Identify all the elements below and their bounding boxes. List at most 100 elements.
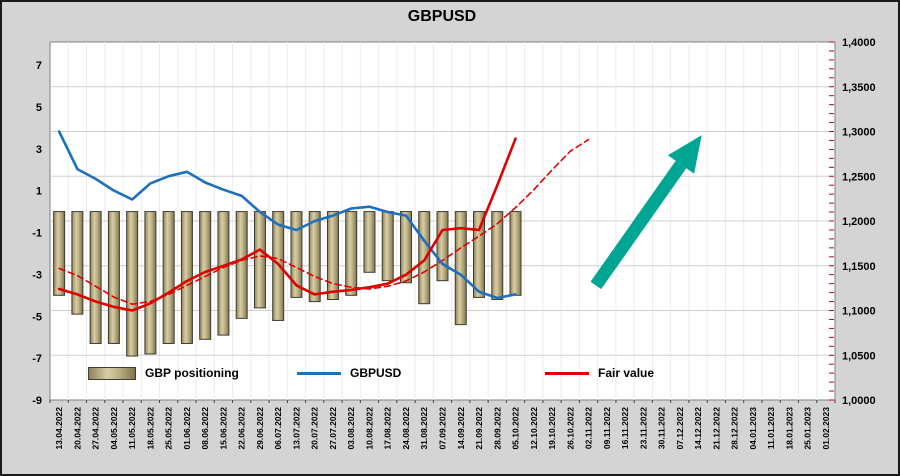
x-axis-label: 04.01.2023 [748, 407, 758, 450]
right-axis-label: 1,2500 [842, 171, 876, 183]
x-axis-label: 29.06.2022 [255, 407, 265, 450]
bar [126, 211, 139, 357]
bar [418, 211, 431, 305]
legend-label: GBP positioning [145, 366, 239, 380]
bar [436, 211, 449, 282]
bar [454, 211, 467, 326]
left-axis-label: -7 [32, 353, 42, 365]
x-axis-label: 27.07.2022 [328, 407, 338, 450]
bar [509, 211, 522, 296]
left-axis-label: 5 [36, 102, 42, 114]
x-axis-label: 25.01.2023 [803, 407, 813, 450]
bar [235, 211, 248, 319]
fair-value-line [57, 137, 517, 312]
right-axis-label: 1,4000 [842, 37, 876, 49]
x-axis-label: 17.08.2022 [383, 407, 393, 450]
x-axis-label: 24.08.2022 [401, 407, 411, 450]
left-axis-label: -3 [32, 269, 42, 281]
bar [180, 211, 193, 344]
x-axis-label: 28.12.2022 [730, 407, 740, 450]
bar [326, 211, 339, 301]
x-axis-label: 05.10.2022 [511, 407, 521, 450]
x-axis-label: 19.10.2022 [547, 407, 557, 450]
x-axis-label: 20.04.2022 [72, 407, 82, 450]
bar [217, 211, 230, 336]
chart-title: GBPUSD [407, 8, 477, 25]
x-axis-label: 23.11.2022 [638, 407, 648, 449]
x-axis-label: 18.05.2022 [145, 407, 155, 450]
bar [144, 211, 157, 355]
bar [345, 211, 358, 296]
left-axis-label: 3 [36, 144, 42, 156]
x-axis-label: 28.09.2022 [492, 407, 502, 450]
bar [71, 211, 84, 315]
x-axis-label: 30.11.2022 [657, 407, 667, 449]
x-axis-label: 07.12.2022 [675, 407, 685, 450]
bar [53, 211, 66, 296]
gbpusd-line [57, 130, 517, 300]
x-axis-label: 15.06.2022 [218, 407, 228, 450]
bar [290, 211, 303, 298]
legend-swatch-bar [88, 366, 136, 380]
x-axis-label: 02.11.2022 [584, 407, 594, 449]
x-axis-label: 01.06.2022 [182, 407, 192, 450]
forecast-line [58, 138, 590, 306]
bar [363, 211, 376, 273]
bar [399, 211, 412, 284]
x-axis-label: 12.10.2022 [529, 407, 539, 450]
bar [491, 211, 504, 301]
x-axis-label: 07.09.2022 [438, 407, 448, 450]
left-axis-label: -5 [32, 311, 42, 323]
x-axis-label: 27.04.2022 [91, 407, 101, 450]
right-axis-label: 1,3500 [842, 82, 876, 94]
right-axis-label: 1,1500 [842, 261, 876, 273]
x-axis-label: 13.04.2022 [54, 407, 64, 450]
x-axis-label: 11.01.2023 [766, 407, 776, 449]
right-axis-label: 1,3000 [842, 127, 876, 139]
trend-arrow-shaft [590, 160, 687, 290]
x-axis-label: 14.12.2022 [693, 407, 703, 450]
bar [473, 211, 486, 298]
x-axis-label: 13.07.2022 [291, 407, 301, 450]
legend-item-fair-value: Fair value [545, 364, 654, 382]
bar [107, 211, 120, 344]
left-axis-label: -1 [32, 228, 42, 240]
legend-label: Fair value [598, 366, 655, 380]
x-axis-label: 20.07.2022 [310, 407, 320, 450]
legend-swatch-blue-line [297, 371, 341, 375]
bar [89, 211, 102, 344]
x-axis-label: 06.07.2022 [273, 407, 283, 450]
x-axis-label: 18.01.2023 [784, 407, 794, 450]
x-axis-label: 08.06.2022 [200, 407, 210, 450]
x-axis-label: 21.12.2022 [711, 407, 721, 450]
x-axis-label: 10.08.2022 [364, 407, 374, 450]
x-axis-label: 26.10.2022 [565, 407, 575, 450]
bar [381, 211, 394, 282]
right-axis-label: 1,2000 [842, 216, 876, 228]
legend-label: GBPUSD [350, 366, 402, 380]
x-axis-label: 21.09.2022 [474, 407, 484, 450]
left-axis-label: -9 [32, 395, 42, 407]
x-axis-label: 01.02.2023 [821, 407, 831, 450]
x-axis-label: 04.05.2022 [109, 407, 119, 450]
bar [308, 211, 321, 303]
right-axis-label: 1,1000 [842, 306, 876, 318]
right-axis-label: 1,0000 [842, 395, 876, 407]
x-axis-label: 22.06.2022 [237, 407, 247, 450]
x-axis-label: 25.05.2022 [164, 407, 174, 450]
trend-arrow-head [667, 135, 702, 174]
x-axis-label: 14.09.2022 [456, 407, 466, 450]
x-axis-label: 16.11.2022 [620, 407, 630, 449]
x-axis-label: 31.08.2022 [419, 407, 429, 450]
left-axis-label: 1 [36, 186, 42, 198]
bar [253, 211, 266, 309]
right-axis-label: 1,0500 [842, 350, 876, 362]
x-axis-label: 09.11.2022 [602, 407, 612, 449]
bar [162, 211, 175, 344]
x-axis-label: 03.08.2022 [346, 407, 356, 450]
legend-item-gbpusd: GBPUSD [297, 364, 401, 382]
x-axis-label: 11.05.2022 [127, 407, 137, 449]
bar [272, 211, 285, 321]
